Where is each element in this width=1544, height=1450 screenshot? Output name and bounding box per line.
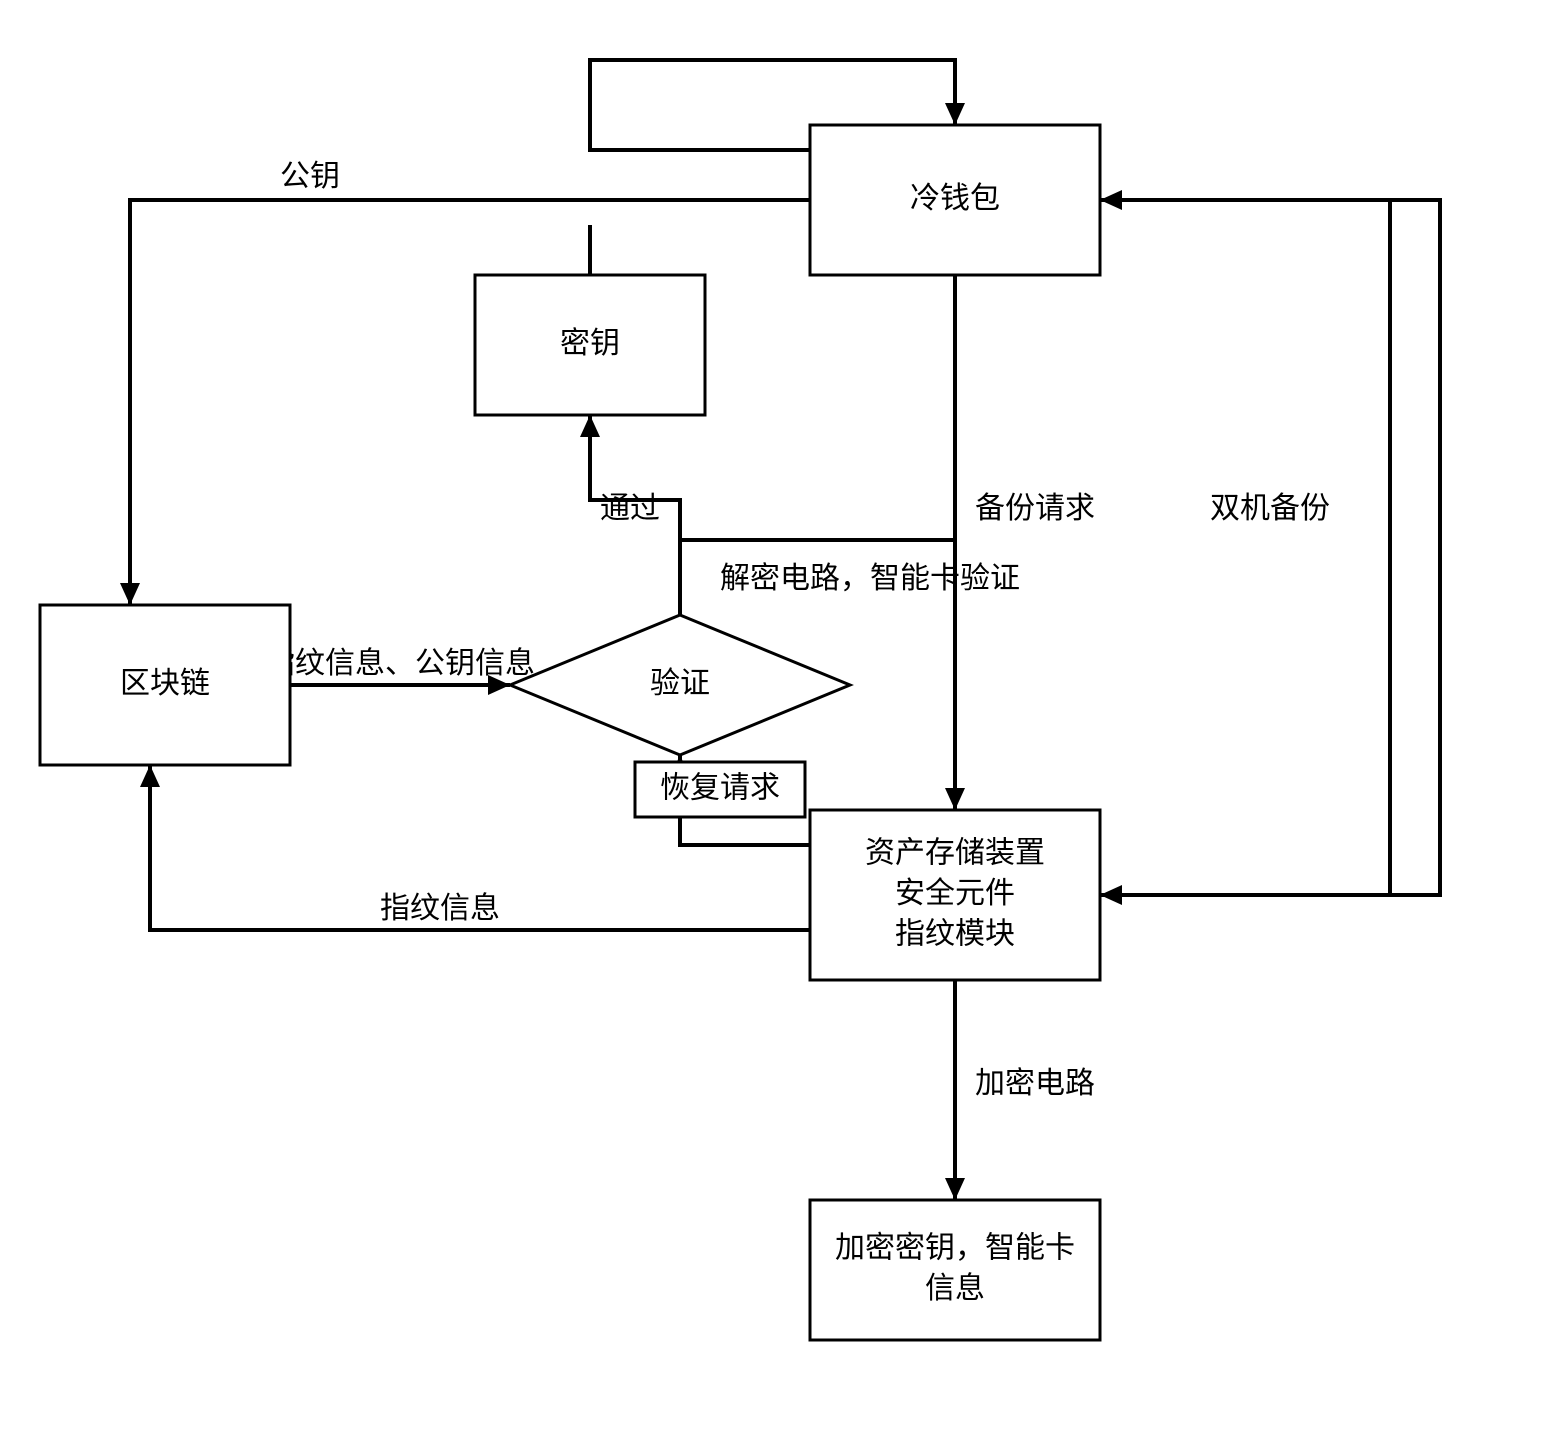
e_pubkey_left	[130, 200, 810, 605]
e_decrypt_verify-label: 解密电路，智能卡验证	[720, 562, 1020, 595]
node-asset_storage-label-1: 安全元件	[895, 877, 1015, 910]
e_dual_backup_up-label: 双机备份	[1210, 492, 1330, 525]
e_asset_to_restore	[680, 817, 810, 845]
node-verify-label-0: 验证	[650, 667, 710, 700]
node-asset_storage-label-2: 指纹模块	[895, 917, 1015, 950]
node-enc_key	[810, 1200, 1100, 1340]
node-enc_key-label-1: 信息	[925, 1272, 985, 1305]
e_pubkey_left-label: 公钥	[280, 160, 340, 193]
e_backup_req-label: 备份请求	[975, 492, 1095, 525]
node-cold_wallet-label-0: 冷钱包	[910, 182, 1000, 215]
e_fp_to_blockchain-label: 指纹信息	[380, 892, 500, 925]
e_dual_backup_up	[1100, 200, 1390, 895]
node-enc_key-label-0: 加密密钥，智能卡	[835, 1232, 1075, 1265]
node-blockchain-label-0: 区块链	[120, 667, 210, 700]
e_enc_circuit-label: 加密电路	[975, 1067, 1095, 1100]
node-asset_storage-label-0: 资产存储装置	[865, 836, 1045, 869]
node-key-label-0: 密钥	[560, 327, 620, 360]
e_pass_to_key-label: 通过	[600, 492, 660, 525]
node-restore_req-label-0: 恢复请求	[660, 771, 780, 804]
e_fp_pubkey-label: 指纹信息、公钥信息	[265, 647, 535, 680]
